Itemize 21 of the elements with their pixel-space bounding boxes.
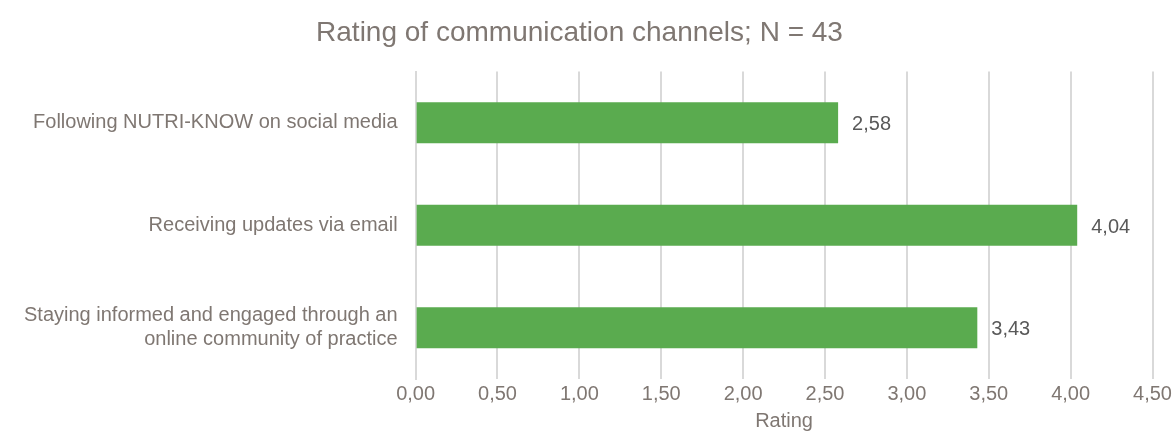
x-tick-label: 0,50 [478,381,517,404]
data-label: 2,58 [852,112,892,135]
x-tick-label: 1,50 [641,381,681,404]
x-tick-label: 3,50 [969,381,1009,404]
x-tick-label: 0,00 [396,381,436,404]
data-label: 3,43 [991,317,1031,340]
x-tick-label: 4,50 [1133,381,1173,404]
y-tick-label: Staying informed and engaged through an online community of practice [23,303,398,350]
x-tick-label: 2,50 [805,381,845,404]
bar [416,102,839,144]
x-axis-title: Rating [755,408,813,431]
bar [416,307,978,349]
x-tick-label: 3,00 [887,381,927,404]
bar [416,204,1078,246]
x-tick-label: 2,00 [723,381,763,404]
x-tick-label: 1,00 [559,381,599,404]
chart-title: Rating of communication channels; N = 43 [316,15,843,47]
x-tick-label: 4,00 [1051,381,1091,404]
y-tick-label: Receiving updates via email [148,212,398,235]
data-label: 4,04 [1091,214,1131,237]
y-tick-label: Following NUTRI-KNOW on social media [33,110,399,133]
